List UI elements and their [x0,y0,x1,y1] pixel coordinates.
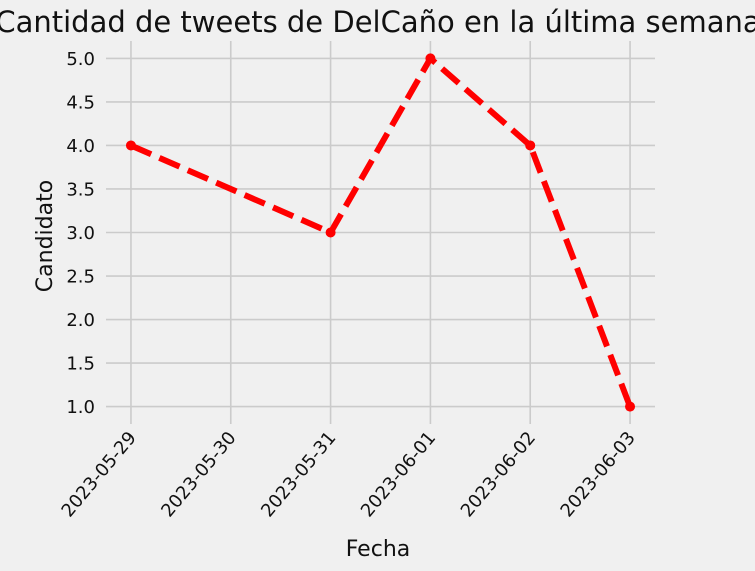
y-tick-label: 4.5 [66,92,95,113]
x-tick-labels: 2023-05-29 2023-05-30 2023-05-31 2023-06-01… [57,428,639,522]
x-tick-label: 2023-05-29 [57,428,140,522]
x-tick-label: 2023-06-01 [357,428,440,522]
chart-title: Cantidad de tweets de DelCaño en la últi… [0,5,755,39]
y-tick-label: 3.5 [66,179,95,200]
data-point [325,227,336,238]
y-tick-label: 3.0 [66,223,95,244]
y-axis-label: Candidato [33,180,58,292]
y-tick-label: 1.5 [66,354,95,375]
x-tick-label: 2023-06-02 [457,428,540,522]
x-tick-label: 2023-05-31 [257,428,340,522]
x-axis-label: Fecha [346,537,411,562]
y-tick-label: 4.0 [66,136,95,157]
y-tick-label: 1.0 [66,397,95,418]
data-point [625,401,636,412]
y-tick-label: 5.0 [66,49,95,70]
x-tick-label: 2023-05-30 [157,428,240,522]
data-point [125,140,136,151]
y-tick-label: 2.0 [66,310,95,331]
y-tick-labels: 1.0 1.5 2.0 2.5 3.0 3.5 4.0 4.5 5.0 [66,49,95,418]
grid [106,41,655,424]
data-point [425,53,436,64]
y-tick-label: 2.5 [66,267,95,288]
data-point [525,140,536,151]
series-layer [125,53,636,412]
x-tick-label: 2023-06-03 [557,428,640,522]
